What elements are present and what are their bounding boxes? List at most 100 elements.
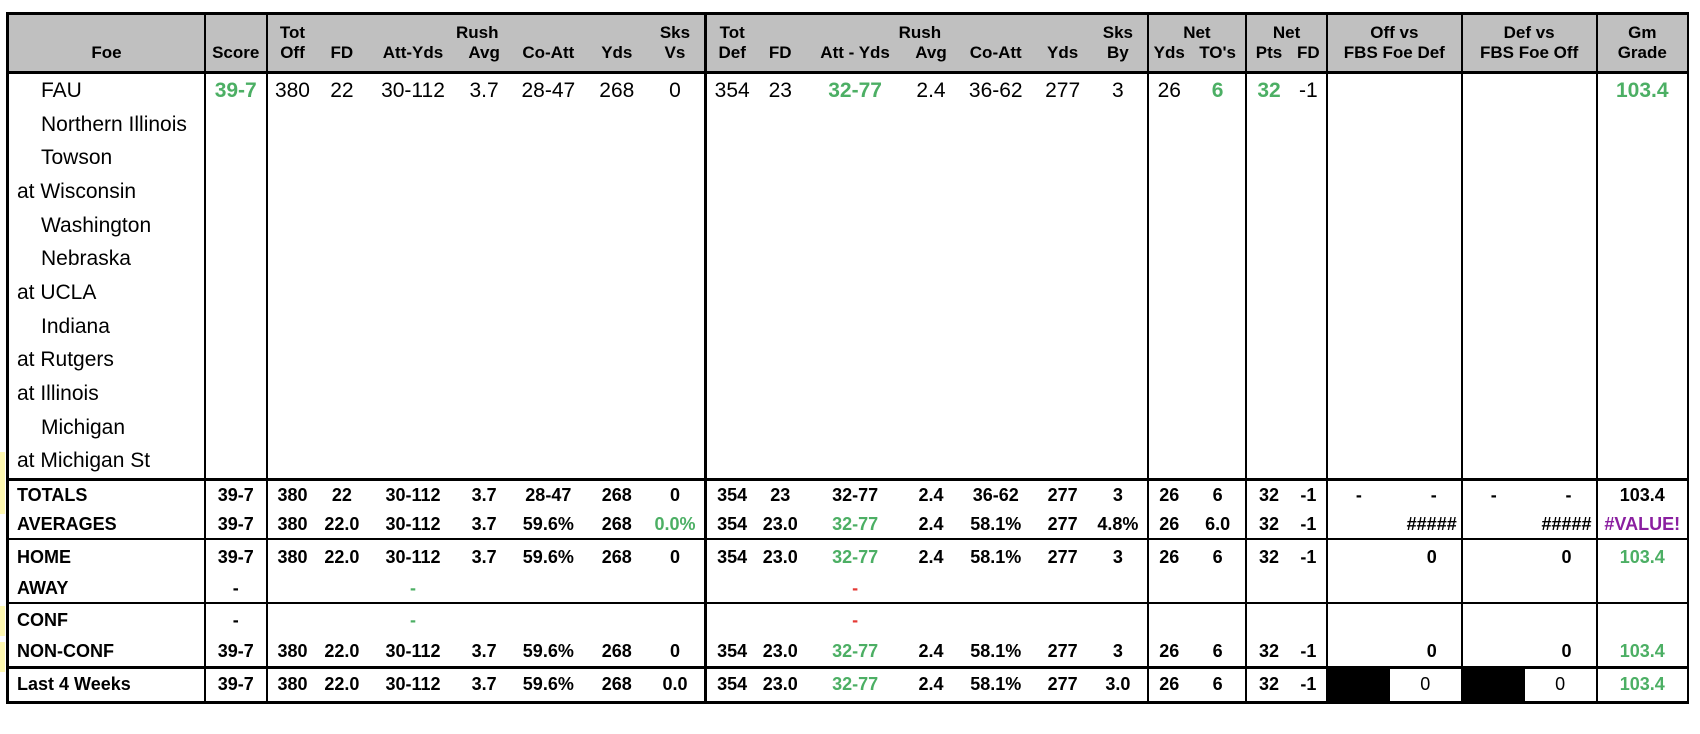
sks-by: 3 xyxy=(1112,547,1123,568)
col-fd: FD xyxy=(317,43,367,73)
avg-off: 3.7 xyxy=(471,513,497,534)
net-fd: -1 xyxy=(1300,513,1317,534)
net-tos: 6.0 xyxy=(1205,513,1231,534)
fd: 22 xyxy=(330,78,354,102)
summary-rows: TOTALS 39-7 380 22 30-112 3.7 28-47 268 … xyxy=(5,479,1690,703)
net-pts: 32 xyxy=(1245,539,1291,576)
foe-name: at Rutgers xyxy=(5,343,205,378)
tot-def: 354 xyxy=(704,72,757,108)
fd-def: 23 xyxy=(770,485,791,506)
fd-def: 23.0 xyxy=(762,513,798,534)
gm-grade: 103.4 xyxy=(1595,637,1690,668)
tot-def: 354 xyxy=(704,510,757,540)
rush-off: 30-112 xyxy=(385,513,441,534)
net-yds: 26 xyxy=(1146,539,1190,576)
col-co-att-def: Co-Att xyxy=(955,43,1037,73)
col-yds-def: Yds xyxy=(1036,43,1090,73)
col-off-vs-top: Off vs xyxy=(1325,13,1462,43)
col-rush-top: Rush xyxy=(366,13,589,43)
sks-by: 3 xyxy=(1112,641,1123,661)
col-rush-def-top: Rush xyxy=(803,13,1037,43)
yds-off: 268 xyxy=(601,485,632,506)
foe-name: at Wisconsin xyxy=(5,175,205,209)
averages-row: AVERAGES 39-7 380 22.0 30-112 3.7 59.6% … xyxy=(5,510,1690,540)
row-label: AWAY xyxy=(5,575,205,604)
game-row: at Wisconsin xyxy=(5,175,1690,209)
col-sks-by-top: Sks xyxy=(1089,13,1148,43)
col-co-att: Co-Att xyxy=(508,43,589,73)
def-vs: 0 xyxy=(1460,637,1597,668)
sks-by: 3 xyxy=(1112,485,1123,506)
score: - xyxy=(203,603,267,638)
off-vs: ##### xyxy=(1325,510,1462,540)
col-avg-def: Avg xyxy=(906,43,956,73)
net-pts: 32 xyxy=(1245,479,1291,511)
game-row: at UCLA xyxy=(5,276,1690,310)
away-row: AWAY - - - xyxy=(5,575,1690,604)
col-rush-att-yds: Att-Yds xyxy=(366,43,460,73)
score: 39-7 xyxy=(203,667,267,703)
row-highlight-stripe xyxy=(0,452,5,514)
avg-off: 3.7 xyxy=(471,547,497,568)
foe-name: Northern Illinois xyxy=(5,107,205,142)
net-yds: 26 xyxy=(1146,510,1190,540)
game-row: Washington xyxy=(5,208,1690,243)
rush-off: - xyxy=(409,610,416,631)
black-fill xyxy=(1463,668,1525,701)
rush-def: - xyxy=(852,610,859,631)
net-fd: -1 xyxy=(1300,485,1317,506)
season-stats-table: Tot Rush Sks Tot Rush Sks Net Net Off vs… xyxy=(5,12,1690,704)
sks-vs: 0 xyxy=(669,641,680,661)
rush-off: - xyxy=(409,578,416,599)
score: 39-7 xyxy=(203,479,267,511)
foe-name: at Michigan St xyxy=(5,444,205,480)
game-row: Nebraska xyxy=(5,242,1690,277)
avg-def: 2.4 xyxy=(918,547,944,568)
foe-name: Nebraska xyxy=(5,242,205,277)
fd-def: 23.0 xyxy=(762,547,798,568)
rush-off: 30-112 xyxy=(385,641,441,661)
yds-def: 277 xyxy=(1047,641,1078,661)
off-vs-a: - xyxy=(1355,485,1362,506)
net-yds: 26 xyxy=(1146,72,1190,108)
fd: 22.0 xyxy=(324,547,360,568)
col-net-pts: Pts xyxy=(1245,43,1291,73)
co-att-off: 59.6% xyxy=(522,674,574,695)
avg-def: 2.4 xyxy=(918,674,944,695)
col-net-yds: Yds xyxy=(1146,43,1190,73)
avg-def: 2.4 xyxy=(918,485,944,506)
net-fd: -1 xyxy=(1300,674,1317,695)
avg-off: 3.7 xyxy=(471,674,497,695)
net-yds: 26 xyxy=(1146,479,1190,511)
score: 39-7 xyxy=(203,637,267,668)
foe-name: at Illinois xyxy=(5,377,205,411)
rush-off: 30-112 xyxy=(381,78,445,102)
col-sks-by: By xyxy=(1089,43,1148,73)
home-row: HOME 39-7 380 22.0 30-112 3.7 59.6% 268 … xyxy=(5,539,1690,576)
rush-def: 32-77 xyxy=(828,78,882,102)
foe-name: Michigan xyxy=(5,410,205,445)
gm-grade: #VALUE! xyxy=(1595,510,1690,540)
avg-def: 2.4 xyxy=(918,641,944,661)
yds-off: 268 xyxy=(601,674,632,695)
avg-def: 2.4 xyxy=(918,513,944,534)
game-row: Michigan xyxy=(5,410,1690,445)
off-vs-cell: 0 xyxy=(1325,667,1462,703)
col-net-tos: TO's xyxy=(1190,43,1247,73)
yds-off: 268 xyxy=(599,78,635,102)
sks-vs: 0.0% xyxy=(654,513,696,534)
tot-off: 380 xyxy=(265,72,318,108)
rush-off: 30-112 xyxy=(385,547,441,568)
col-off-vs: FBS Foe Def xyxy=(1325,43,1462,73)
row-label: TOTALS xyxy=(5,479,205,511)
row-highlight-stripe xyxy=(0,642,5,672)
avg-off: 3.7 xyxy=(471,641,497,661)
rush-def: 32-77 xyxy=(832,547,879,568)
tot-def: 354 xyxy=(704,479,757,511)
totals-row: TOTALS 39-7 380 22 30-112 3.7 28-47 268 … xyxy=(5,479,1690,511)
sks-by: 3 xyxy=(1112,78,1124,102)
col-rush-def: Att - Yds xyxy=(803,43,907,73)
co-att-def: 58.1% xyxy=(970,674,1022,695)
co-att-def: 58.1% xyxy=(970,641,1022,661)
co-att-off: 59.6% xyxy=(522,641,574,661)
